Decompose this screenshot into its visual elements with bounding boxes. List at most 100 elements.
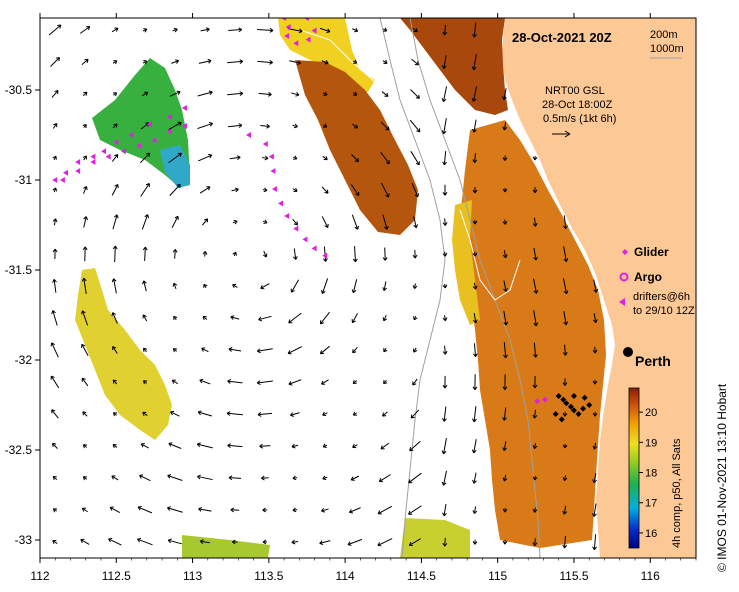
- current-arrow: [81, 343, 89, 356]
- current-arrow: [472, 374, 478, 391]
- drifter-point: [293, 40, 299, 47]
- current-arrow: [503, 310, 509, 326]
- current-arrow: [199, 539, 210, 545]
- sst-patch-coastal-yellow: [452, 200, 480, 325]
- current-arrow: [562, 475, 568, 482]
- current-scale: 0.5m/s (1kt 6h): [543, 113, 616, 125]
- current-arrow: [170, 410, 180, 417]
- current-arrow: [142, 314, 148, 322]
- current-arrow: [171, 379, 179, 385]
- current-arrow: [112, 379, 118, 385]
- current-arrow: [502, 155, 508, 161]
- current-arrow: [52, 123, 58, 129]
- current-arrow: [503, 280, 508, 292]
- current-arrow: [228, 123, 243, 128]
- plot-border: [39, 17, 697, 559]
- current-arrow: [51, 89, 59, 98]
- current-arrow: [292, 507, 298, 513]
- current-arrow: [412, 378, 418, 386]
- current-arrow: [380, 151, 390, 165]
- current-arrow: [199, 378, 211, 385]
- drifter-point: [113, 139, 119, 146]
- current-arrow: [201, 218, 209, 226]
- current-arrow: [51, 409, 59, 419]
- drifter-point: [246, 132, 252, 138]
- argo-point: [586, 402, 593, 408]
- current-arrow: [257, 412, 273, 417]
- current-arrow: [291, 443, 299, 449]
- current-arrow: [410, 150, 420, 166]
- current-arrow: [321, 216, 329, 228]
- current-arrow: [83, 216, 89, 228]
- current-arrow: [380, 442, 390, 450]
- drifter-point: [270, 6, 275, 12]
- current-arrow: [380, 121, 390, 131]
- drifter-point: [311, 245, 317, 252]
- current-arrow: [563, 311, 569, 326]
- shelf-outline: [299, 29, 521, 301]
- current-arrow: [442, 406, 447, 422]
- current-arrow: [502, 250, 508, 259]
- current-arrow: [352, 379, 358, 385]
- current-arrow: [168, 152, 182, 164]
- drifter-point: [101, 148, 107, 155]
- argo-point: [558, 416, 565, 423]
- colorbar-tick-label: 17: [645, 498, 657, 510]
- current-arrow: [502, 187, 508, 193]
- drifter-icon: [619, 298, 625, 306]
- drifter-point: [278, 200, 284, 207]
- current-arrow: [472, 539, 478, 545]
- current-arrow: [52, 248, 58, 260]
- current-arrow: [322, 123, 328, 128]
- current-arrow: [258, 91, 272, 97]
- current-arrow: [112, 92, 118, 97]
- current-arrow: [442, 537, 448, 547]
- current-arrow: [262, 219, 268, 225]
- current-arrow: [169, 90, 181, 97]
- current-arrow: [198, 58, 212, 64]
- current-arrow: [321, 60, 329, 65]
- current-arrow: [472, 186, 478, 194]
- current-arrow: [592, 534, 598, 551]
- current-arrow: [442, 375, 448, 389]
- current-arrow: [382, 411, 388, 417]
- current-arrow: [592, 411, 598, 417]
- current-arrow: [137, 505, 153, 514]
- current-arrow: [502, 219, 508, 225]
- glider-track: [534, 396, 548, 405]
- current-arrow: [228, 475, 242, 481]
- sst-patch-north-offshore: [278, 18, 375, 92]
- current-arrow: [292, 218, 298, 226]
- colorbar-ticks: 20 19 18 17 16: [639, 407, 657, 540]
- drifter-point: [181, 123, 187, 129]
- current-arrow: [319, 345, 330, 355]
- drifter-point: [302, 236, 308, 243]
- current-arrow: [320, 278, 329, 294]
- colorbar: [628, 387, 640, 549]
- current-arrow: [172, 348, 177, 353]
- current-arrow: [113, 412, 118, 417]
- current-arrow: [168, 121, 182, 130]
- credit-text: © IMOS 01-Nov-2021 13:10 Hobart: [715, 383, 729, 572]
- current-arrow: [412, 27, 418, 33]
- current-arrow: [471, 439, 477, 454]
- current-arrow: [442, 315, 448, 322]
- current-arrow: [442, 218, 448, 226]
- current-arrow: [108, 537, 122, 546]
- current-arrow: [197, 90, 213, 97]
- x-tick-label: 113.5: [254, 569, 283, 583]
- argo-point: [580, 405, 587, 412]
- current-arrow: [290, 279, 300, 293]
- current-arrow: [319, 311, 330, 325]
- current-arrow: [198, 506, 212, 512]
- current-arrow: [382, 247, 388, 261]
- current-arrow: [198, 153, 213, 162]
- current-arrow: [472, 22, 477, 38]
- current-arrow: [289, 60, 302, 66]
- drifter-point: [271, 186, 277, 192]
- current-arrow: [111, 278, 117, 294]
- current-arrow: [441, 470, 447, 486]
- y-tick-label: -32: [15, 353, 33, 367]
- current-arrow: [412, 283, 418, 289]
